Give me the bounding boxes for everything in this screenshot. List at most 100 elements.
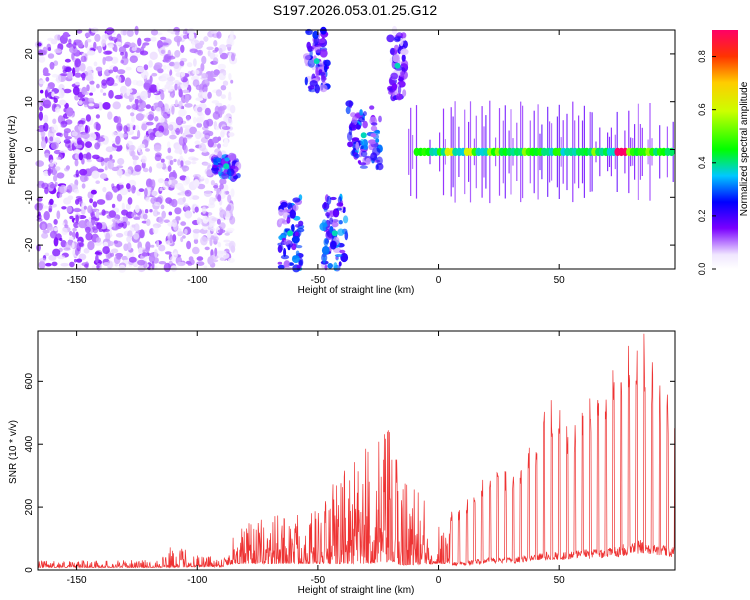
heatmap-blob xyxy=(147,114,154,121)
heatmap-blob xyxy=(219,183,224,190)
heatmap-blob xyxy=(104,33,108,40)
heatmap-blob xyxy=(318,60,324,66)
figure-title: S197.2026.053.01.25.G12 xyxy=(273,2,437,18)
heatmap-blob xyxy=(223,239,231,243)
heatmap-blob xyxy=(150,244,155,248)
heatmap-blob xyxy=(125,66,132,71)
heatmap-blob xyxy=(134,164,142,172)
heatmap-blob xyxy=(322,256,326,264)
x-tick-label: -50 xyxy=(311,275,326,286)
heatmap-blob xyxy=(177,231,185,236)
heatmap-blob xyxy=(158,216,164,224)
heatmap-blob xyxy=(98,228,104,232)
heatmap-blob xyxy=(164,103,169,113)
heatmap-blob xyxy=(74,81,80,86)
heatmap-blob xyxy=(191,157,199,161)
heatmap-blob xyxy=(123,216,128,220)
snr-series-line xyxy=(37,333,676,569)
heatmap-blob xyxy=(169,234,174,244)
heatmap-blob xyxy=(345,106,351,115)
heatmap-blob xyxy=(157,100,164,108)
x-tick-label: 50 xyxy=(554,575,566,586)
heatmap-blob xyxy=(192,174,201,179)
heatmap-blob xyxy=(64,140,73,149)
heatmap-blob xyxy=(228,132,235,137)
heatmap-blob xyxy=(114,46,118,53)
heatmap-blob xyxy=(212,164,218,168)
heatmap-blob xyxy=(86,47,91,52)
heatmap-blob xyxy=(122,29,127,36)
heatmap-blob xyxy=(368,143,375,151)
heatmap-blob xyxy=(172,234,177,243)
heatmap-blob xyxy=(218,47,223,55)
heatmap-blob xyxy=(292,197,301,203)
heatmap-blob xyxy=(156,211,161,215)
heatmap-blob xyxy=(339,249,346,254)
heatmap-blob xyxy=(88,97,95,103)
heatmap-blob xyxy=(230,188,235,198)
heatmap-blob xyxy=(351,137,360,142)
heatmap-blob xyxy=(280,201,288,208)
heatmap-blob xyxy=(375,164,379,171)
heatmap-blob xyxy=(202,162,211,166)
heatmap-blob xyxy=(386,34,395,43)
heatmap-blob xyxy=(115,41,122,46)
heatmap-blob xyxy=(173,158,177,163)
heatmap-blob xyxy=(107,111,113,120)
heatmap-blob xyxy=(335,256,339,260)
heatmap-blob xyxy=(42,67,49,76)
heatmap-blob xyxy=(184,94,190,104)
heatmap-blob xyxy=(135,113,144,121)
heatmap-blob xyxy=(94,142,100,150)
heatmap-blob xyxy=(213,233,218,237)
heatmap-blob xyxy=(143,213,148,220)
heatmap-blob xyxy=(152,209,159,217)
heatmap-blob xyxy=(182,137,188,144)
heatmap-blob xyxy=(115,233,124,238)
heatmap-blob xyxy=(182,89,190,94)
heatmap-blob xyxy=(196,116,204,124)
heatmap-blob xyxy=(204,177,209,185)
heatmap-blob xyxy=(162,180,170,190)
heatmap-blob xyxy=(157,68,164,74)
heatmap-blob xyxy=(189,126,198,135)
heatmap-blob xyxy=(96,137,105,142)
heatmap-blob xyxy=(203,36,209,42)
heatmap-blob xyxy=(51,124,59,134)
heatmap-blob xyxy=(84,125,91,134)
heatmap-blob xyxy=(103,262,110,266)
heatmap-blob xyxy=(91,170,100,179)
heatmap-burst-core xyxy=(287,230,294,237)
heatmap-blob xyxy=(180,221,187,226)
heatmap-blob xyxy=(174,83,178,91)
heatmap-blob xyxy=(159,187,163,192)
heatmap-blob xyxy=(145,148,150,152)
heatmap-blob xyxy=(228,240,236,250)
heatmap-blob xyxy=(200,236,208,246)
heatmap-blob xyxy=(227,103,231,111)
heatmap-blob xyxy=(174,31,180,36)
y-tick-label: 0 xyxy=(24,146,35,152)
heatmap-blob xyxy=(146,218,151,227)
heatmap-blob xyxy=(102,56,106,66)
heatmap-blob xyxy=(393,36,401,43)
heatmap-blob xyxy=(184,189,192,197)
heatmap-blob xyxy=(188,148,195,153)
heatmap-blob xyxy=(95,123,101,131)
heatmap-blob xyxy=(196,217,202,225)
heatmap-blob xyxy=(397,77,404,82)
heatmap-blob xyxy=(123,44,130,49)
heatmap-blob xyxy=(108,44,115,49)
heatmap-blob xyxy=(318,38,326,44)
heatmap-blob xyxy=(204,132,211,140)
heatmap-blob xyxy=(184,206,190,211)
heatmap-blob xyxy=(157,178,165,184)
heatmap-blob xyxy=(206,169,213,177)
heatmap-blob xyxy=(87,240,95,251)
heatmap-blob xyxy=(223,137,229,148)
heatmap-blob xyxy=(48,254,57,261)
heatmap-blob xyxy=(362,120,368,129)
heatmap-blob xyxy=(52,248,61,257)
heatmap-blob xyxy=(182,235,186,239)
x-tick-label: -50 xyxy=(311,575,326,586)
